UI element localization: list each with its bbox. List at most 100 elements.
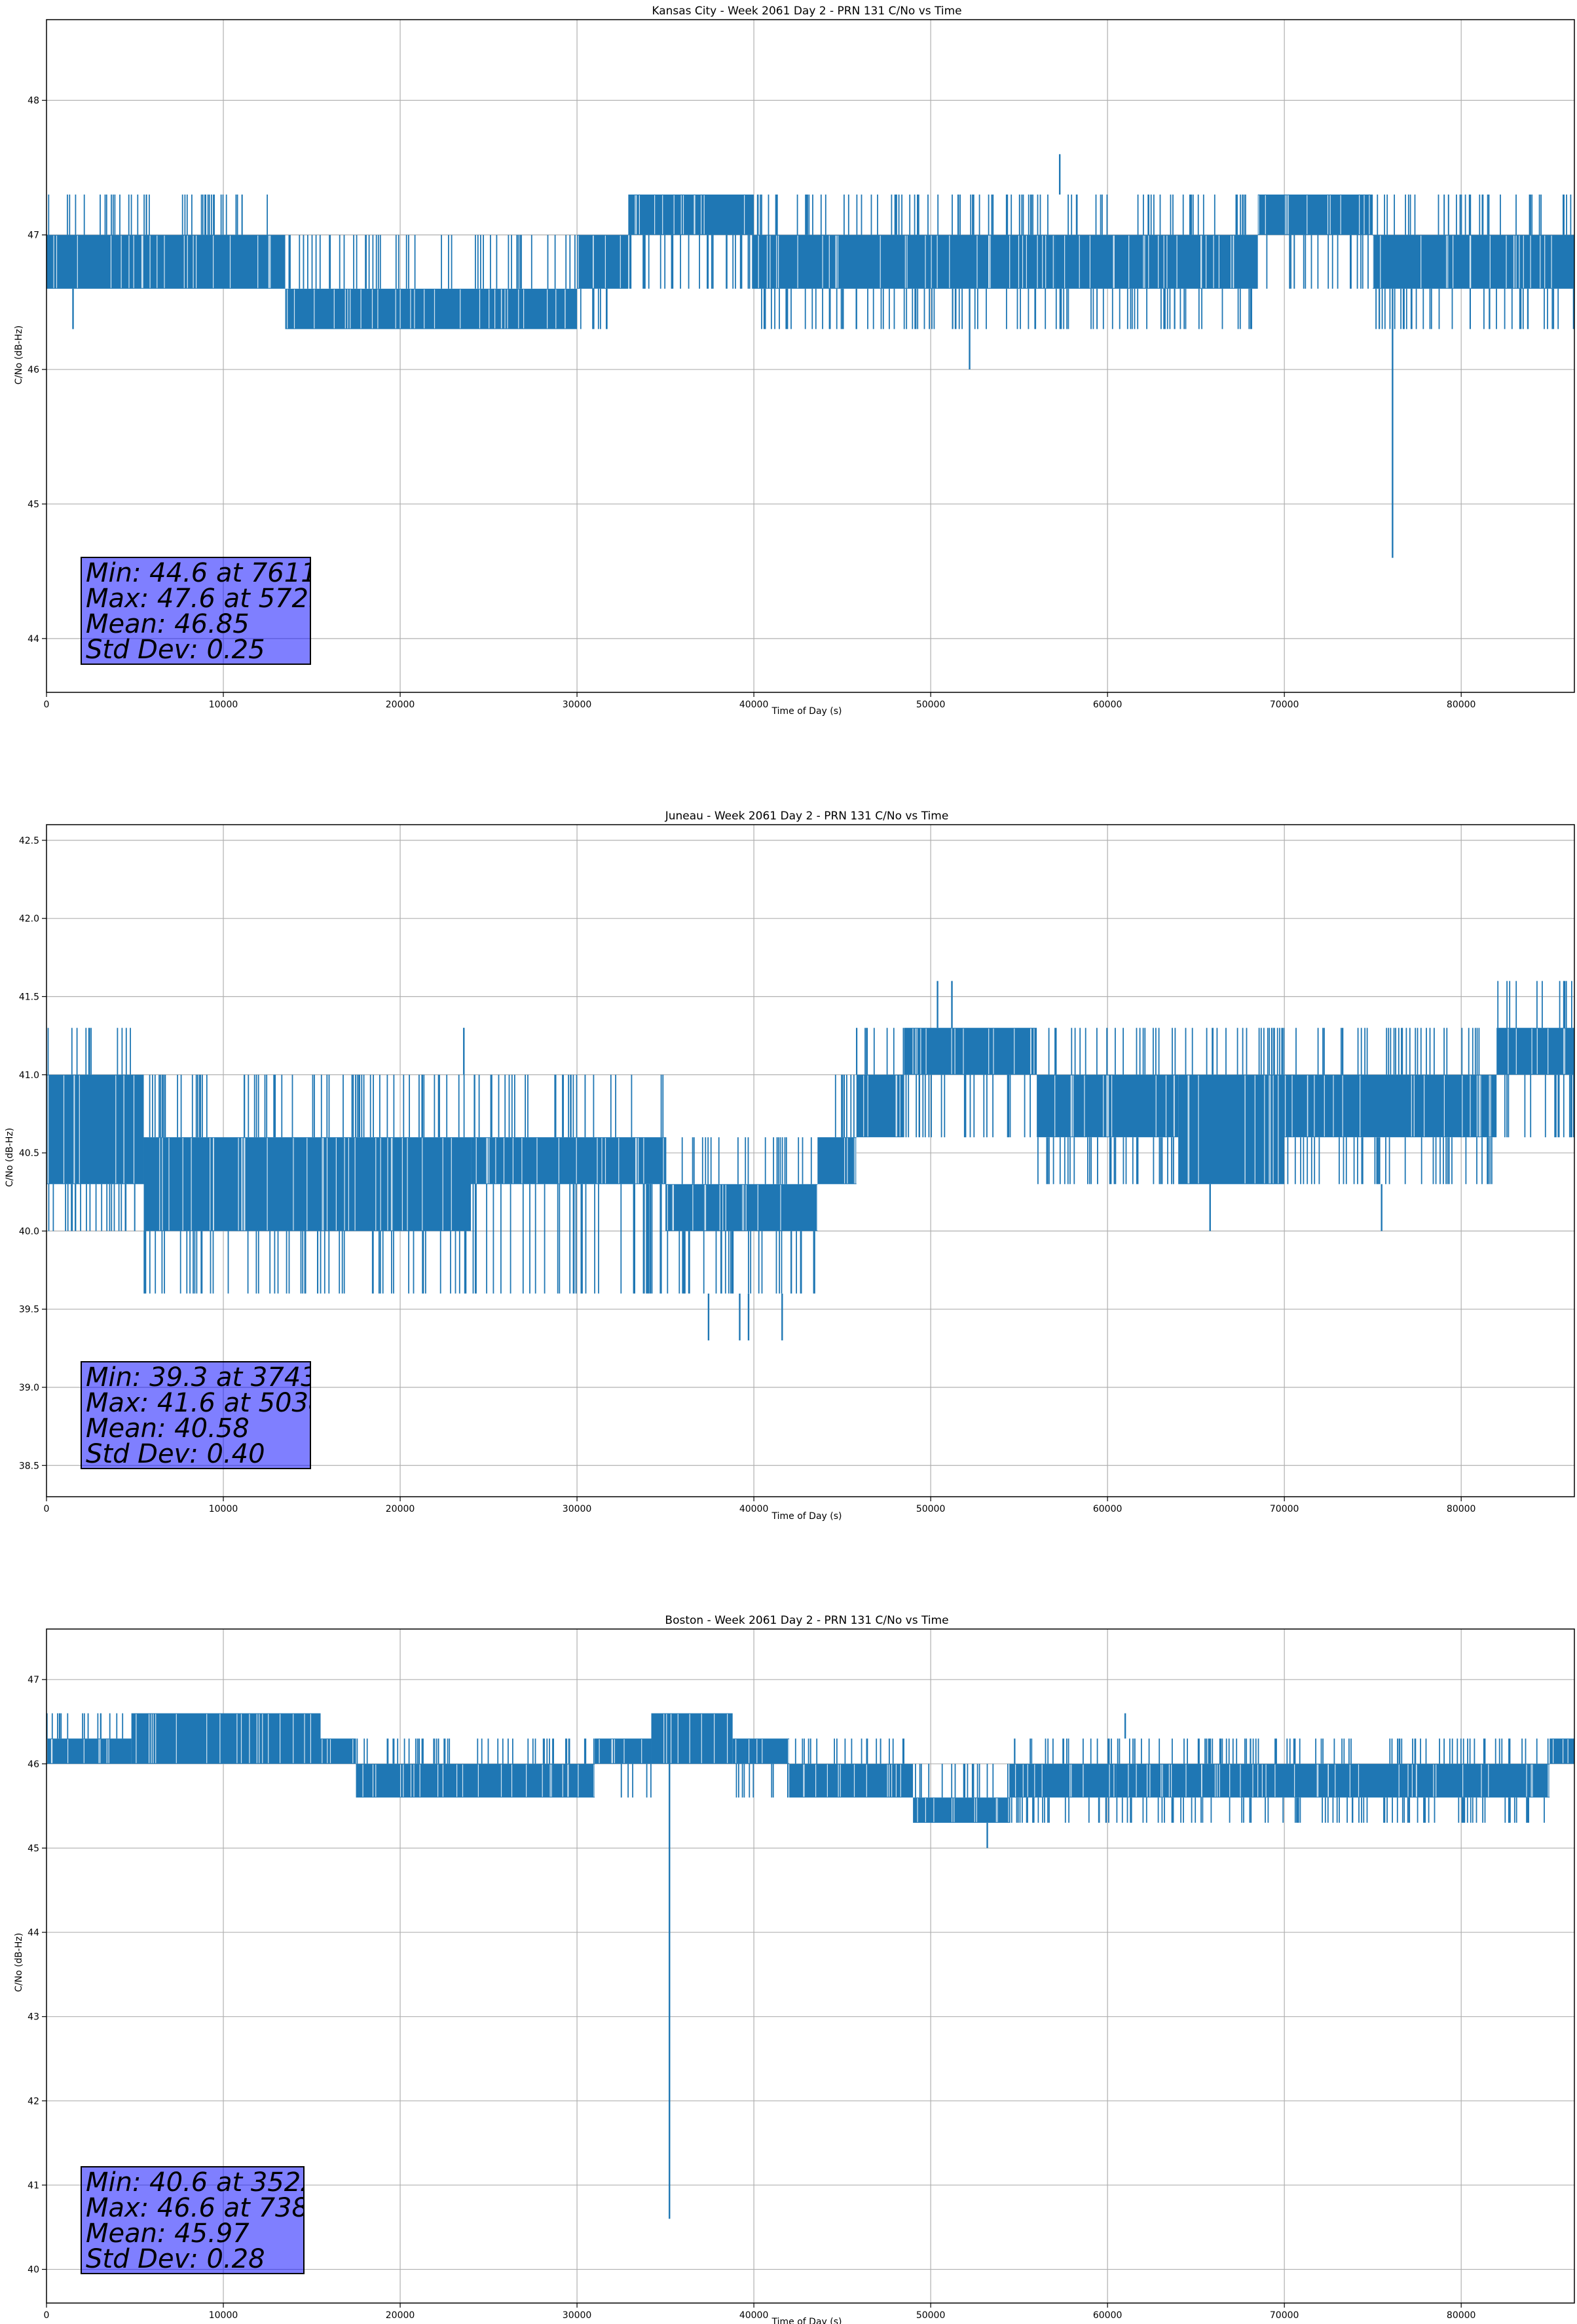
y-tick-label: 40 (28, 2265, 39, 2276)
chart-panel-juneau: Juneau - Week 2061 Day 2 - PRN 131 C/No … (5, 810, 1575, 1522)
trace-band (817, 1137, 857, 1184)
trace-excursions (856, 1028, 904, 1075)
stats-mean: Mean: 40.58 (86, 1414, 250, 1444)
trace-excursions (629, 234, 754, 289)
trace-band (320, 1738, 356, 1764)
trace-band (143, 1137, 295, 1231)
x-tick-label: 10000 (209, 700, 238, 710)
trace-band (285, 288, 578, 329)
x-axis-label: Time of Day (s) (771, 1511, 842, 1522)
trace-excursions (735, 1763, 789, 1798)
trace-band (471, 1137, 666, 1184)
axes-frame (46, 19, 1575, 693)
y-tick-label: 46 (28, 365, 39, 375)
trace-gaps (578, 235, 621, 288)
trace-gaps (735, 1739, 790, 1763)
chart-panel-boston: Boston - Week 2061 Day 2 - PRN 131 C/No … (14, 1614, 1575, 2324)
trace-excursions (1011, 1738, 1112, 1823)
x-axis-label: Time of Day (s) (771, 2317, 842, 2324)
trace-excursions (1037, 1028, 1176, 1184)
trace-gaps (306, 1138, 452, 1231)
trace-excursions (48, 195, 268, 235)
x-tick-label: 50000 (916, 1504, 946, 1514)
trace-band (1010, 1763, 1117, 1798)
axes-frame (46, 824, 1575, 1497)
x-tick-label: 20000 (386, 2310, 415, 2321)
x-tick-label: 70000 (1270, 1504, 1299, 1514)
x-tick-label: 80000 (1447, 2310, 1476, 2321)
y-tick-label: 44 (28, 634, 39, 645)
trace-gaps (912, 1028, 1035, 1074)
y-tick-label: 46 (28, 1759, 39, 1770)
stats-min: Min: 40.6 at 35228 (86, 2167, 303, 2198)
y-axis-label: C/No (dB-Hz) (14, 1933, 24, 1992)
trace-excursions (1055, 195, 1252, 329)
x-tick-label: 10000 (209, 2310, 238, 2321)
x-tick-label: 0 (44, 2310, 50, 2321)
trace-gaps (599, 1739, 642, 1763)
trace-band (595, 1738, 652, 1764)
stats-box-kansas-city: Min: 44.6 at 76118 Max: 47.6 at 57298 Me… (81, 557, 311, 665)
y-tick-label: 40.0 (19, 1226, 39, 1237)
y-tick-label: 38.5 (19, 1461, 39, 1471)
trace-band (651, 1713, 733, 1764)
trace-band (628, 195, 754, 235)
trace-excursions (665, 1137, 815, 1294)
x-tick-label: 20000 (386, 1504, 415, 1514)
x-tick-label: 30000 (563, 700, 592, 710)
trace-gaps (917, 1798, 1009, 1822)
y-tick-label: 41.0 (19, 1070, 39, 1081)
y-tick-label: 42.0 (19, 914, 39, 924)
trace-gaps (1128, 1764, 1550, 1797)
trace-gaps (53, 235, 271, 288)
stats-std-dev: Std Dev: 0.25 (86, 635, 265, 665)
chart-title: Juneau - Week 2061 Day 2 - PRN 131 C/No … (665, 810, 949, 823)
y-tick-label: 42 (28, 2096, 39, 2107)
trace-gaps (475, 1138, 664, 1184)
trace-gaps (136, 1714, 311, 1763)
stats-min: Min: 39.3 at 37438 (86, 1362, 311, 1393)
trace-band (904, 1028, 1037, 1075)
trace-gaps (159, 1138, 294, 1231)
y-tick-label: 45 (28, 1843, 39, 1854)
trace-band (46, 1738, 132, 1764)
x-tick-label: 10000 (209, 1504, 238, 1514)
y-tick-label: 41 (28, 2181, 39, 2191)
trace-band (732, 1738, 790, 1764)
trace-excursions (915, 1763, 1011, 1798)
trace-gaps (287, 289, 566, 329)
stats-box-boston: Min: 40.6 at 35228 Max: 46.6 at 738 Mean… (81, 2166, 305, 2274)
x-tick-label: 30000 (563, 1504, 592, 1514)
trace-gaps (1373, 235, 1552, 288)
trace-excursions (356, 1738, 595, 1764)
trace-gaps (1015, 1764, 1115, 1797)
x-tick-label: 80000 (1447, 700, 1476, 710)
trace-band (1284, 1074, 1497, 1138)
trace-gaps (663, 1714, 728, 1763)
x-tick-label: 50000 (916, 700, 946, 710)
stats-std-dev: Std Dev: 0.28 (86, 2244, 265, 2274)
trace-excursions (1497, 981, 1574, 1138)
trace-band (665, 1184, 818, 1231)
y-tick-label: 47 (28, 231, 39, 241)
y-tick-label: 48 (28, 96, 39, 106)
x-tick-label: 60000 (1093, 1504, 1122, 1514)
trace-gaps (844, 1138, 857, 1184)
y-axis-label: C/No (dB-Hz) (5, 1128, 15, 1187)
x-tick-label: 70000 (1270, 2310, 1299, 2321)
stats-mean: Mean: 45.97 (86, 2219, 250, 2249)
x-tick-label: 40000 (739, 700, 769, 710)
stats-std-dev: Std Dev: 0.40 (86, 1439, 265, 1469)
trace-excursions (620, 1763, 652, 1798)
trace-gaps (362, 1764, 595, 1797)
chart-panel-kansas-city: Kansas City - Week 2061 Day 2 - PRN 131 … (14, 5, 1575, 717)
trace-gaps (1064, 235, 1234, 288)
stats-box-juneau: Min: 39.3 at 37438 Max: 41.6 at 50388 Me… (81, 1361, 311, 1469)
trace-excursions (1185, 1028, 1285, 1075)
trace-band (1373, 234, 1574, 289)
trace-band (913, 1797, 1011, 1823)
x-tick-label: 30000 (563, 2310, 592, 2321)
x-tick-label: 20000 (386, 700, 415, 710)
trace-gaps (758, 235, 1054, 288)
x-tick-label: 40000 (739, 2310, 769, 2321)
